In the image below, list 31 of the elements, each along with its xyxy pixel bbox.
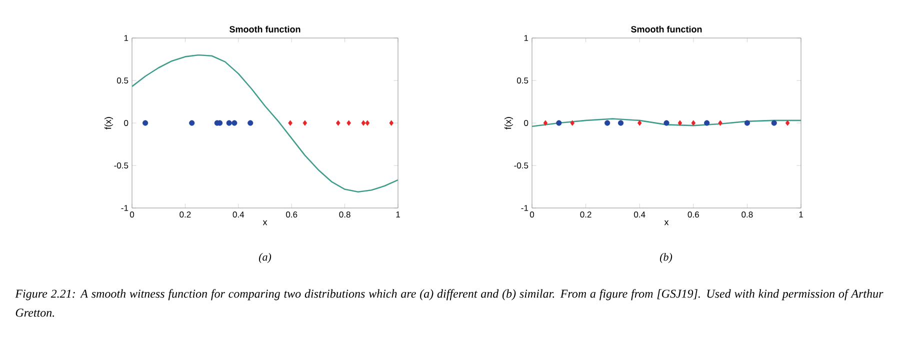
x-tick-label: 0.6: [286, 212, 298, 218]
x-tick-label: 0.6: [688, 212, 699, 218]
y-tick-label: 0.5: [116, 77, 128, 84]
x-tick-label: 0: [530, 212, 534, 218]
x-tick-label: 0.8: [339, 212, 350, 218]
x-tick-label: 0.4: [634, 212, 646, 218]
y-tick-label: 0.5: [516, 77, 528, 84]
y-axis-title: f(x): [504, 117, 513, 130]
x-tick-label: 1: [799, 212, 803, 218]
x-tick-label: 0.8: [742, 212, 753, 218]
y-tick-label: -1: [121, 205, 128, 211]
x-axis-title: x: [664, 220, 669, 226]
y-tick-label: -0.5: [514, 162, 528, 168]
text: (b): [660, 253, 672, 263]
x-tick-label: 0.2: [580, 212, 592, 218]
chart-title: Smooth function: [230, 26, 300, 32]
text: (a): [258, 253, 272, 263]
x-tick-label: 0.2: [180, 212, 191, 218]
x-axis-title: x: [262, 220, 268, 226]
y-axis-title: f(x): [104, 117, 113, 130]
x-tick-label: 0.4: [232, 212, 244, 218]
x-tick-label: 0: [130, 212, 134, 218]
y-tick-label: 1: [124, 35, 128, 41]
chart-title: Smooth function: [631, 26, 702, 32]
y-tick-label: 1: [524, 35, 528, 41]
y-tick-label: -0.5: [114, 162, 128, 168]
y-tick-label: 0: [524, 120, 528, 126]
y-tick-label: -1: [521, 205, 528, 211]
x-tick-label: 1: [396, 212, 400, 218]
caption: Figure 2.21: A smooth witness function for comparing two distributions which are (a) different and (b) similar. From a figure from [GSJ19]. Used with kind permission of Arthur Gretton.: [15, 289, 884, 317]
y-tick-label: 0: [124, 120, 128, 126]
